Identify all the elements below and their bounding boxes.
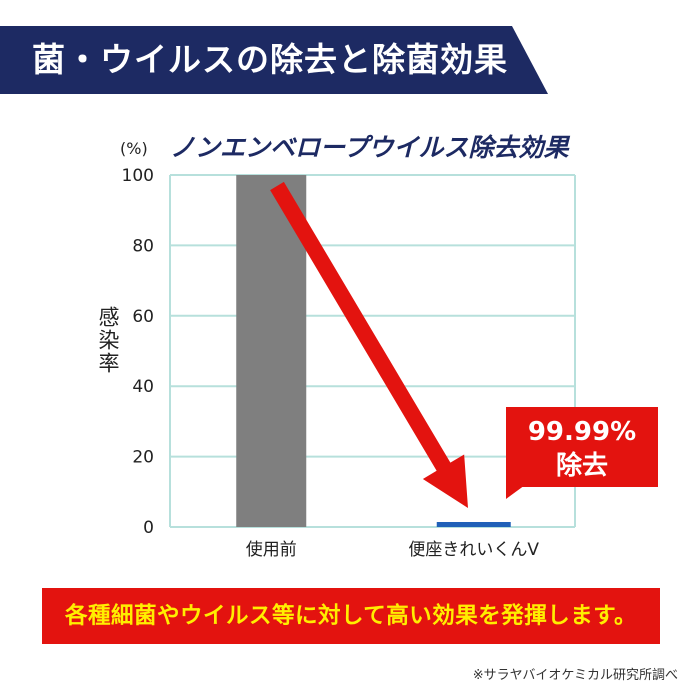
callout-percent: 99.99% [527, 417, 637, 447]
y-unit-label: (%) [120, 139, 148, 158]
y-tick-label: 80 [132, 236, 154, 256]
y-tick-label: 20 [132, 448, 154, 468]
header-title: 菌・ウイルスの除去と除菌効果 [32, 40, 508, 79]
source-note: ※サラヤバイオケミカル研究所調べ [472, 668, 678, 683]
y-tick-label: 60 [132, 307, 154, 327]
callout-text: 除去 [555, 451, 608, 481]
reduction-arrow [270, 181, 468, 509]
y-axis-label: 感染率 [96, 306, 120, 375]
header-banner: 菌・ウイルスの除去と除菌効果 [0, 26, 548, 94]
bar-before [236, 175, 307, 527]
x-tick-label: 便座きれいくんV [408, 540, 539, 560]
chart-title: ノンエンベロープウイルス除去効果 [170, 133, 569, 162]
x-tick-label: 使用前 [246, 539, 297, 560]
footer-banner: 各種細菌やウイルス等に対して高い効果を発揮します。 [42, 588, 660, 644]
bar-after [436, 522, 511, 527]
y-tick-label: 40 [132, 377, 154, 397]
reduction-callout: 99.99% 除去 [506, 407, 658, 487]
y-tick-label: 100 [122, 166, 154, 186]
y-tick-label: 0 [143, 518, 154, 538]
